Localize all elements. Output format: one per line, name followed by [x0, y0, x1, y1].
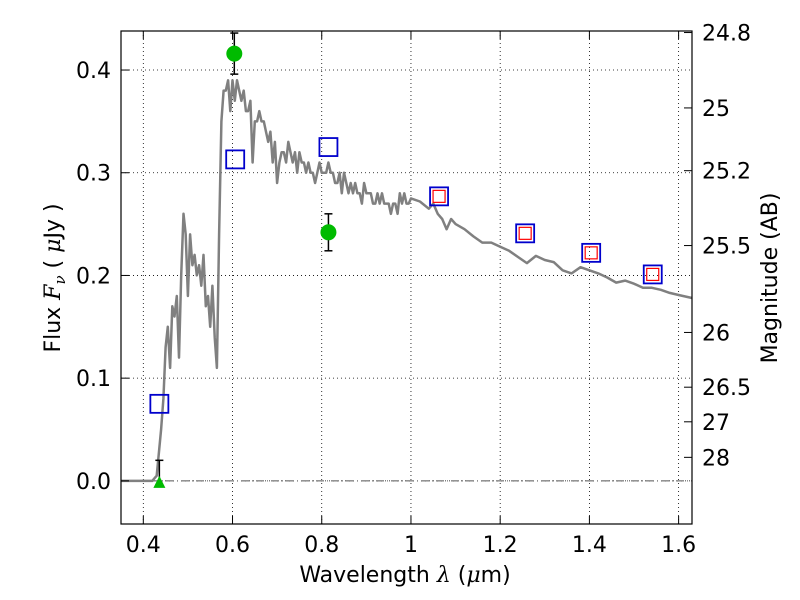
y-axis-label-right: Magnitude (AB) — [758, 193, 783, 364]
inner-model-point — [518, 226, 532, 240]
model-photometry-point — [318, 137, 339, 157]
photometry-point — [226, 45, 243, 62]
right-tick-label: 24.8 — [702, 22, 751, 47]
model-photometry-point — [149, 393, 170, 414]
x-tick-label: 1.4 — [572, 533, 607, 558]
y-tick-label: 0.0 — [76, 470, 111, 495]
axis-ticks: 0.4 0.6 0.8 1 1.2 1.4 1.6 0.0 0.1 0.2 0.3 0.4 24.8 25… — [76, 22, 751, 558]
x-tick-label: 0.8 — [304, 533, 339, 558]
right-tick-label: 25 — [702, 97, 730, 122]
model-photometry-point — [581, 242, 602, 263]
inner-model-point — [584, 246, 598, 260]
model-photometry-point — [642, 264, 663, 285]
right-tick-label: 27 — [702, 411, 730, 436]
right-tick-label: 28 — [702, 446, 730, 471]
inner-model-point — [432, 189, 446, 203]
x-tick-label: 0.4 — [126, 533, 161, 558]
y-tick-label: 0.4 — [76, 59, 111, 84]
upper-limit-triangle — [153, 475, 166, 488]
right-tick-label: 25.2 — [702, 160, 751, 185]
right-tick-label: 26.5 — [702, 376, 751, 401]
model-sed-line — [121, 79, 693, 483]
right-tick-label: 25.5 — [702, 235, 751, 260]
model-photometry-point — [429, 186, 449, 207]
y-tick-label: 0.1 — [76, 367, 111, 392]
plot-frame — [120, 30, 693, 525]
right-tick-label: 26 — [702, 321, 730, 346]
x-axis-label: Wavelength λ (μm) — [299, 563, 510, 588]
x-tick-label: 1.2 — [483, 533, 518, 558]
y-tick-label: 0.2 — [76, 264, 111, 289]
inner-model-point — [646, 267, 660, 282]
photometry-point — [320, 224, 337, 241]
model-photometry-point — [225, 149, 246, 170]
y-tick-label: 0.3 — [76, 162, 111, 187]
x-tick-label: 0.6 — [215, 533, 250, 558]
model-photometry-point — [515, 223, 536, 244]
x-tick-label: 1 — [404, 533, 418, 558]
data-points — [149, 32, 663, 488]
x-tick-label: 1.6 — [661, 533, 696, 558]
